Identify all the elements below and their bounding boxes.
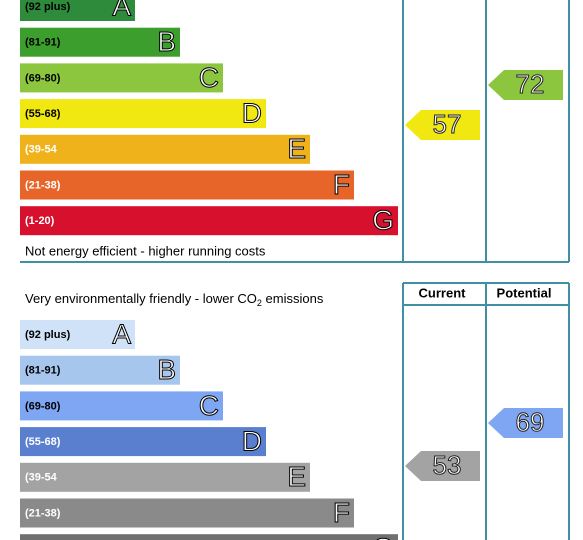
band-range: (92 plus) (25, 329, 71, 341)
band-letter: G (372, 533, 394, 540)
band-range: (69-80) (25, 72, 61, 84)
band-range: (81-91) (25, 37, 61, 49)
potential-rating-value: 72 (516, 69, 545, 99)
header-end: emissions (262, 291, 324, 306)
band-range: (21-38) (25, 179, 61, 191)
band-bar (20, 27, 180, 57)
column-header: Current (419, 285, 467, 300)
band-range: (55-68) (25, 108, 61, 120)
current-rating (405, 451, 480, 481)
band-bar (20, 427, 266, 457)
band-bar (20, 99, 266, 129)
band-bar (20, 462, 310, 492)
band-bar (20, 355, 180, 385)
band-letter: E (287, 133, 306, 164)
band-letter: A (112, 318, 131, 349)
band-letter: D (242, 97, 262, 128)
potential-rating-value: 69 (516, 407, 545, 437)
band-letter: C (199, 390, 219, 421)
band-range: (55-68) (25, 436, 61, 448)
band-letter: C (199, 62, 219, 93)
current-rating-value: 57 (433, 109, 462, 139)
band-letter: D (242, 425, 262, 456)
header-text: Very environmentally friendly - lower CO (25, 291, 257, 306)
header-sub: 2 (257, 298, 262, 308)
band-range: (39-54 (25, 144, 58, 156)
band-bar (20, 534, 398, 540)
band-range: (69-80) (25, 400, 61, 412)
column-header: Potential (497, 285, 552, 300)
band-bar (20, 134, 310, 164)
current-rating-value: 53 (433, 450, 462, 480)
band-range: (81-91) (25, 365, 61, 377)
band-bar (20, 206, 398, 236)
band-bar (20, 320, 135, 349)
band-bar (20, 63, 223, 93)
band-bar (20, 0, 135, 21)
band-bar (20, 391, 223, 421)
band-letter: E (287, 461, 306, 492)
band-range: (39-54 (25, 472, 58, 484)
potential-rating (488, 408, 563, 438)
band-range: (1-20) (25, 215, 55, 227)
band-letter: B (157, 354, 176, 385)
band-bar (20, 498, 354, 528)
header: Very environmentally friendly - lower CO… (25, 291, 324, 308)
band-letter: F (333, 169, 350, 200)
band-letter: G (372, 205, 394, 236)
band-letter: B (157, 26, 176, 57)
band-letter: A (112, 0, 131, 21)
footer: Not energy efficient - higher running co… (25, 243, 266, 258)
band-range: (92 plus) (25, 1, 71, 13)
current-rating (405, 110, 480, 140)
band-range: (21-38) (25, 507, 61, 519)
band-bar (20, 170, 354, 200)
band-letter: F (333, 497, 350, 528)
potential-rating (488, 70, 563, 100)
